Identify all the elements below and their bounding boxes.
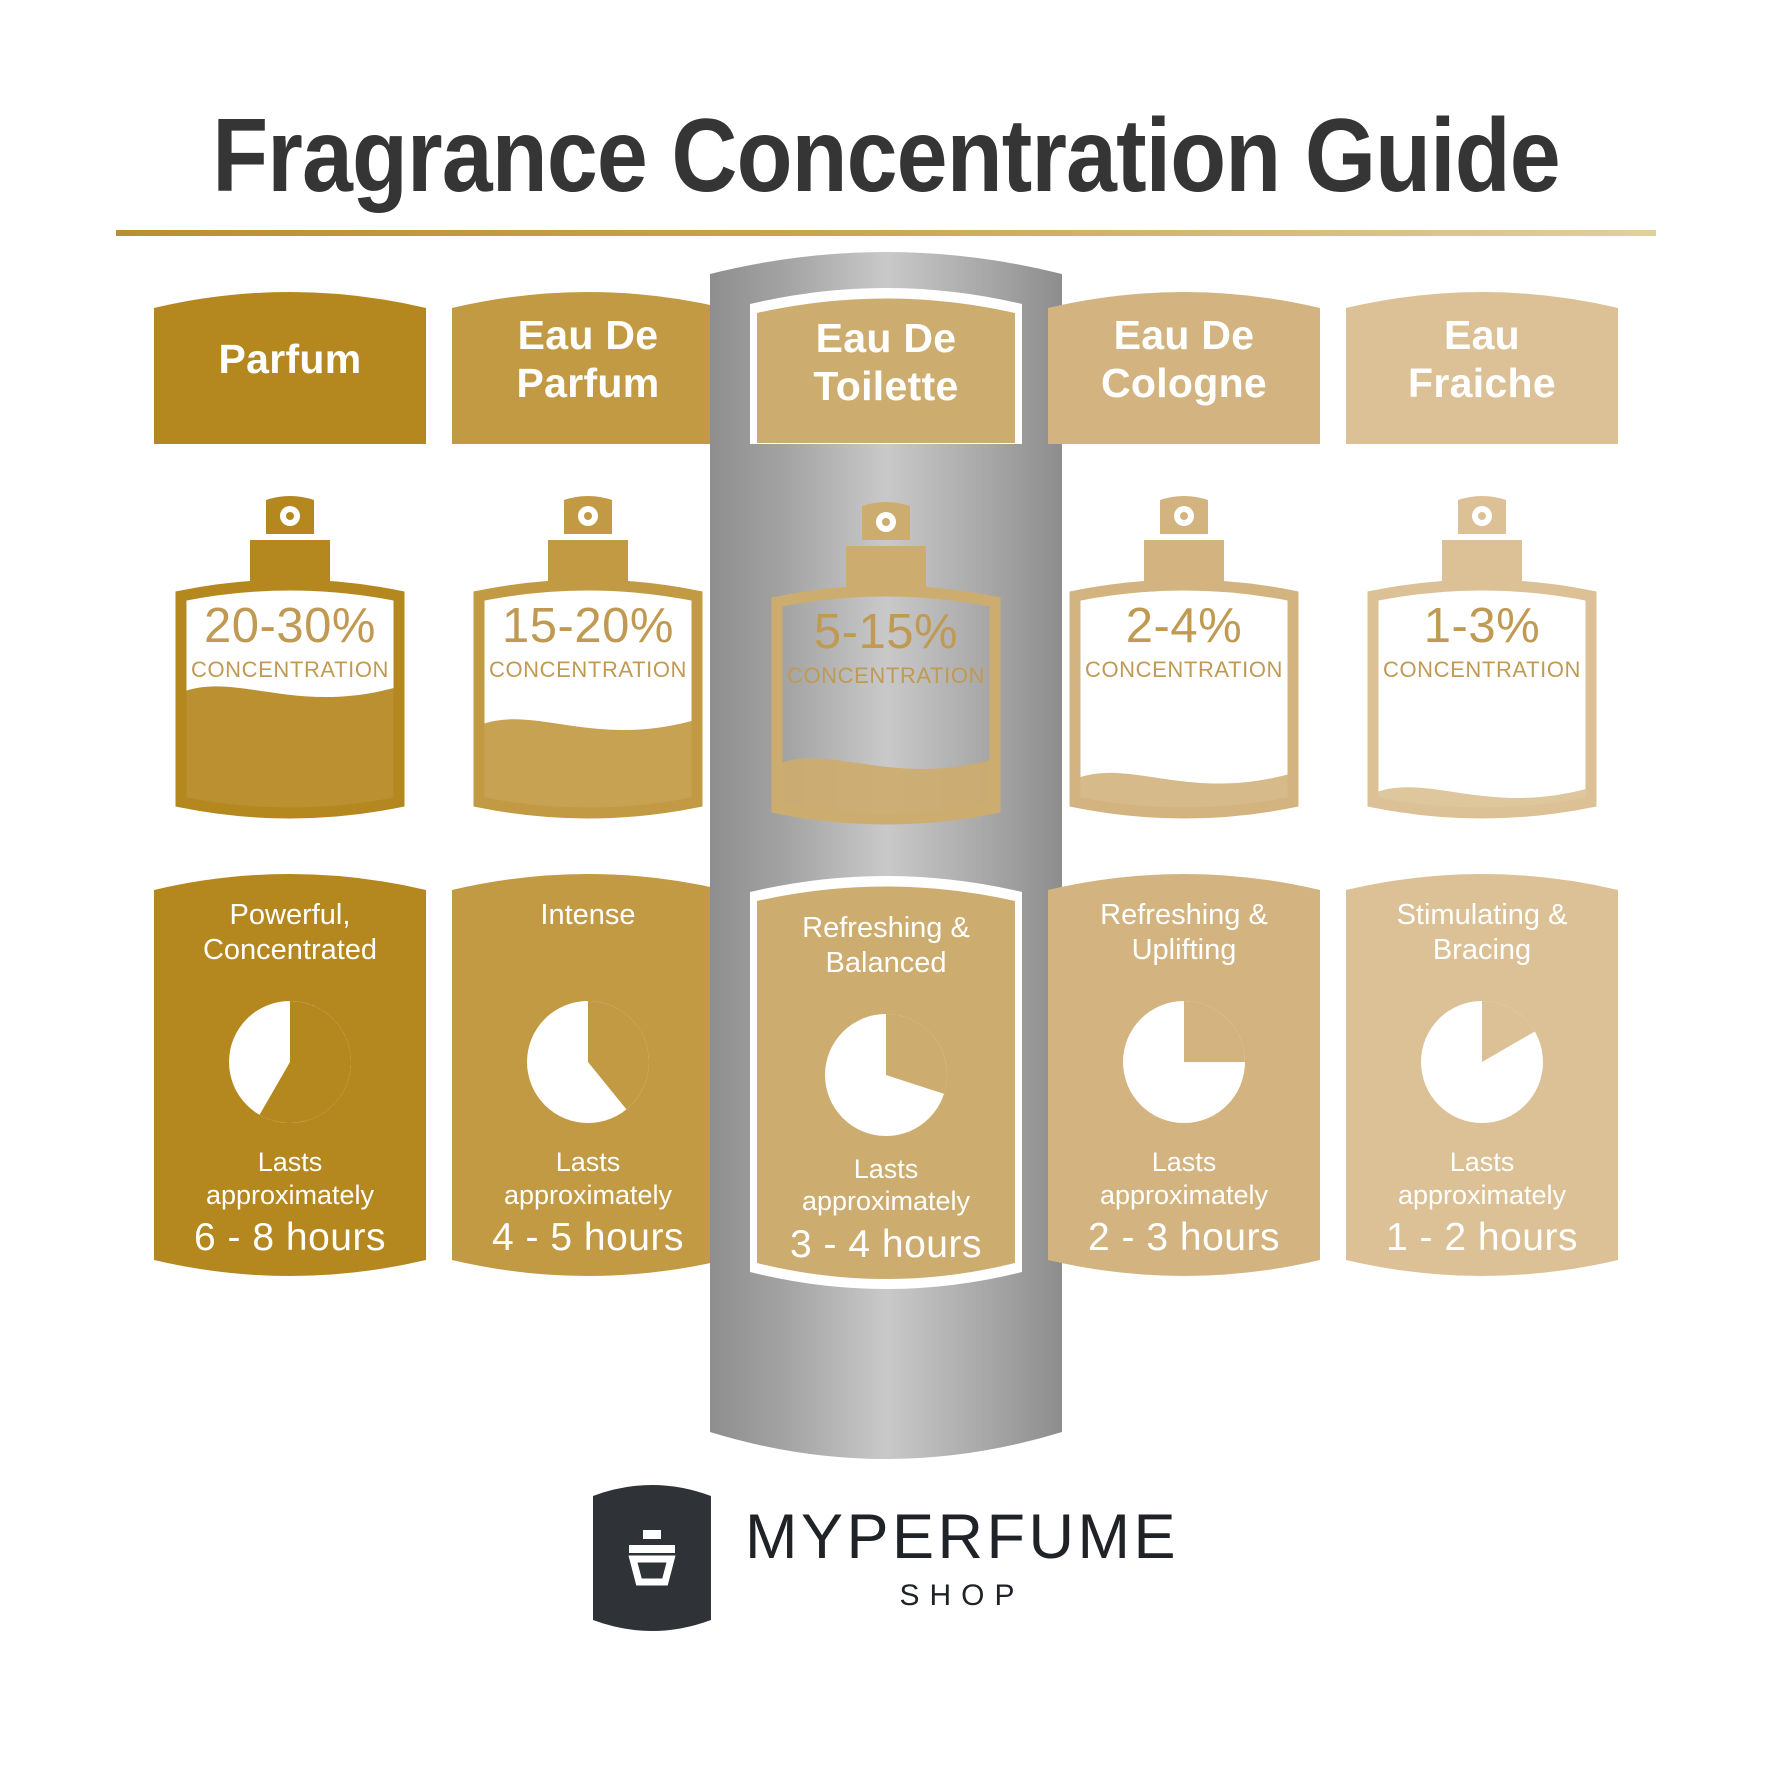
column-header-card: Eau Fraiche bbox=[1346, 286, 1618, 444]
column-info-card: Stimulating & Bracing Lasts approximately 1 … bbox=[1346, 868, 1618, 1282]
column-title-text: Eau De Parfum bbox=[516, 312, 660, 406]
column-info-card: Intense Lasts approximately 4 - 5 hours bbox=[452, 868, 724, 1282]
column-title-text: Eau Fraiche bbox=[1408, 312, 1556, 406]
longevity-pie-chart bbox=[518, 992, 658, 1132]
column-header-card: Parfum bbox=[154, 286, 426, 444]
column-eau-de-cologne[interactable]: Eau De Cologne 2-4% CONCENTRATION Refreshing… bbox=[1048, 286, 1320, 1294]
header: Fragrance Concentration Guide bbox=[0, 98, 1772, 237]
column-title: Parfum bbox=[154, 286, 426, 444]
lasts-label: Lasts approximately bbox=[1099, 1147, 1269, 1210]
lasts-label: Lasts approximately bbox=[503, 1147, 673, 1210]
bottle-illustration: 2-4% CONCENTRATION bbox=[1048, 490, 1320, 868]
column-parfum[interactable]: Parfum 20-30% CONCENTRATION Powerful, Concen… bbox=[154, 286, 426, 1294]
concentration-columns: Parfum 20-30% CONCENTRATION Powerful, Concen… bbox=[0, 286, 1772, 1294]
longevity-hours: 2 - 3 hours bbox=[1088, 1216, 1280, 1259]
lasts-label: Lasts approximately bbox=[205, 1147, 375, 1210]
perfume-bottle-icon: 15-20% CONCENTRATION bbox=[465, 490, 711, 820]
column-title: Eau Fraiche bbox=[1346, 286, 1618, 444]
longevity-pie-chart bbox=[1412, 992, 1552, 1132]
column-title-text: Parfum bbox=[218, 336, 362, 383]
column-eau-fraiche[interactable]: Eau Fraiche 1-3% CONCENTRATION Stimulating &… bbox=[1346, 286, 1618, 1294]
brand-sub: SHOP bbox=[899, 1578, 1025, 1612]
column-title: Eau De Parfum bbox=[452, 286, 724, 444]
column-info-card: Refreshing & Balanced Lasts approximately 3 … bbox=[757, 881, 1015, 1287]
page-title: Fragrance Concentration Guide bbox=[212, 98, 1560, 214]
column-eau-de-parfum[interactable]: Eau De Parfum 15-20% CONCENTRATION Intense La… bbox=[452, 286, 724, 1294]
bottle-illustration: 5-15% CONCENTRATION bbox=[750, 496, 1022, 874]
bottle-illustration: 20-30% CONCENTRATION bbox=[154, 490, 426, 868]
character-description: Intense bbox=[540, 899, 636, 931]
longevity-hours: 1 - 2 hours bbox=[1386, 1216, 1578, 1259]
column-eau-de-toilette[interactable]: Eau De Toilette 5-15% CONCENTRATION Refreshi… bbox=[750, 286, 1022, 1294]
column-info-card: Powerful, Concentrated Lasts approximately 6… bbox=[154, 868, 426, 1282]
longevity-hours: 6 - 8 hours bbox=[194, 1216, 386, 1259]
character-description: Refreshing & Uplifting bbox=[1100, 899, 1268, 967]
column-info-card: Refreshing & Uplifting Lasts approximately 2… bbox=[1048, 868, 1320, 1282]
longevity-pie-chart bbox=[220, 992, 360, 1132]
perfume-bottle-icon: 2-4% CONCENTRATION bbox=[1061, 490, 1307, 820]
brand-name: MYPERFUME bbox=[744, 1501, 1180, 1572]
lasts-label: Lasts approximately bbox=[1397, 1147, 1567, 1210]
lasts-label: Lasts approximately bbox=[801, 1154, 971, 1217]
character-description: Powerful, Concentrated bbox=[202, 899, 378, 967]
longevity-pie-chart bbox=[1114, 992, 1254, 1132]
column-header-card: Eau De Toilette bbox=[750, 286, 1022, 450]
longevity-pie-chart bbox=[816, 1005, 956, 1145]
perfume-bottle-icon bbox=[593, 1482, 711, 1634]
perfume-bottle-icon: 20-30% CONCENTRATION bbox=[167, 490, 413, 820]
perfume-bottle-icon: 1-3% CONCENTRATION bbox=[1359, 490, 1605, 820]
character-description: Stimulating & Bracing bbox=[1396, 899, 1568, 967]
brand-footer: MYPERFUME SHOP bbox=[0, 1482, 1772, 1634]
perfume-bottle-icon: 5-15% CONCENTRATION bbox=[763, 496, 1009, 826]
featured-title-frame: Eau De Toilette bbox=[750, 286, 1022, 450]
column-header-card: Eau De Cologne bbox=[1048, 286, 1320, 444]
column-title-text: Eau De Toilette bbox=[813, 315, 959, 409]
bottle-illustration: 1-3% CONCENTRATION bbox=[1346, 490, 1618, 868]
column-title: Eau De Cologne bbox=[1048, 286, 1320, 444]
column-title-text: Eau De Cologne bbox=[1100, 312, 1268, 406]
title-divider bbox=[116, 230, 1656, 237]
column-header-card: Eau De Parfum bbox=[452, 286, 724, 444]
character-description: Refreshing & Balanced bbox=[802, 912, 970, 980]
longevity-hours: 3 - 4 hours bbox=[790, 1222, 982, 1266]
brand-wordmark: MYPERFUME SHOP bbox=[744, 1501, 1180, 1612]
longevity-hours: 4 - 5 hours bbox=[492, 1216, 684, 1259]
featured-info-frame: Refreshing & Balanced Lasts approximately 3 … bbox=[750, 874, 1022, 1294]
column-title: Eau De Toilette bbox=[757, 293, 1015, 443]
bottle-illustration: 15-20% CONCENTRATION bbox=[452, 490, 724, 868]
